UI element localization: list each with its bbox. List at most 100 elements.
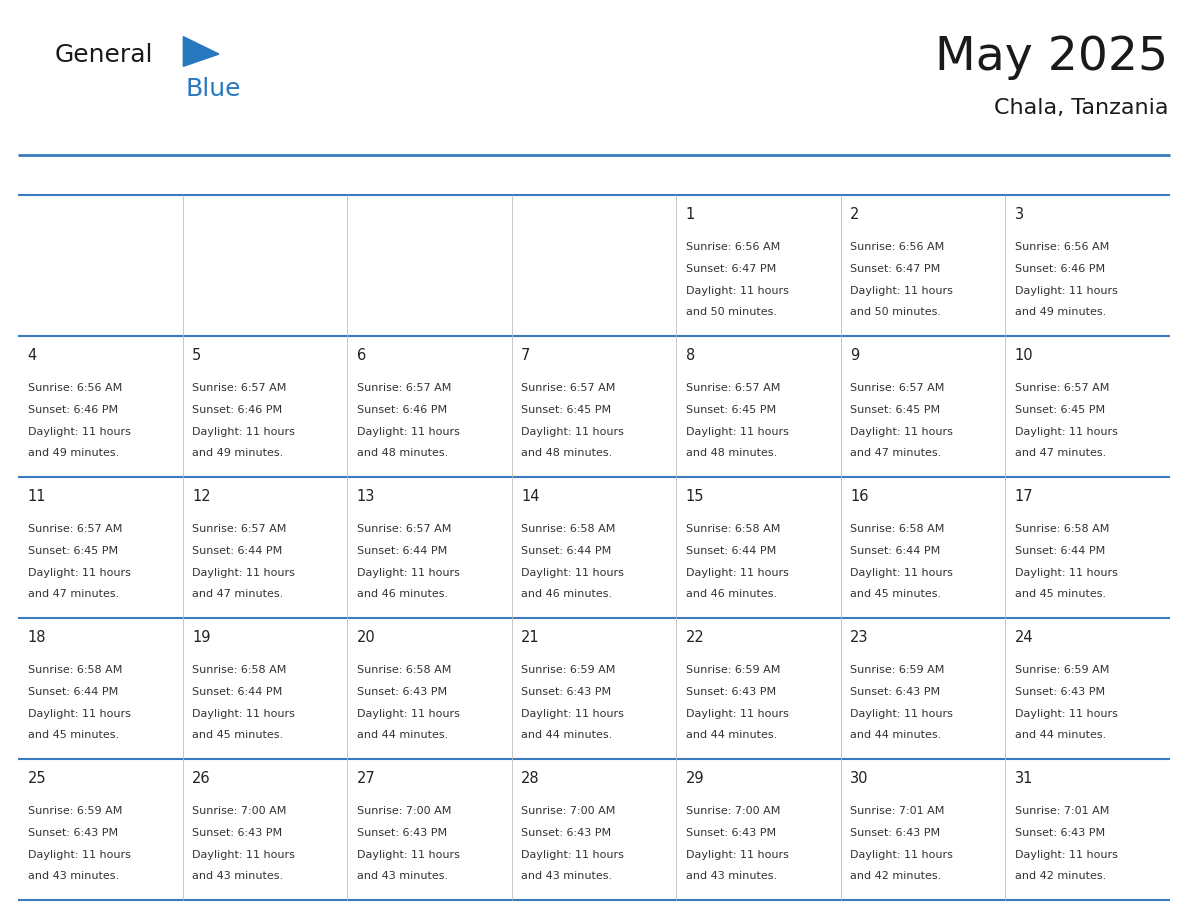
Text: Tuesday: Tuesday [356, 167, 430, 183]
Text: Sunrise: 6:57 AM: Sunrise: 6:57 AM [356, 524, 451, 534]
Text: Daylight: 11 hours: Daylight: 11 hours [1015, 567, 1118, 577]
Text: Daylight: 11 hours: Daylight: 11 hours [851, 849, 953, 859]
Text: and 44 minutes.: and 44 minutes. [851, 731, 942, 741]
Text: Thursday: Thursday [685, 167, 770, 183]
Text: and 49 minutes.: and 49 minutes. [27, 448, 119, 458]
Text: Sunrise: 6:59 AM: Sunrise: 6:59 AM [1015, 665, 1110, 675]
Text: 11: 11 [27, 489, 46, 504]
Text: Daylight: 11 hours: Daylight: 11 hours [192, 709, 295, 719]
Text: Sunrise: 6:58 AM: Sunrise: 6:58 AM [356, 665, 451, 675]
Text: Sunset: 6:44 PM: Sunset: 6:44 PM [192, 687, 283, 697]
Text: Sunset: 6:45 PM: Sunset: 6:45 PM [522, 405, 612, 415]
Text: Sunrise: 6:56 AM: Sunrise: 6:56 AM [685, 241, 781, 252]
Text: Sunrise: 6:57 AM: Sunrise: 6:57 AM [1015, 383, 1110, 393]
Text: and 48 minutes.: and 48 minutes. [522, 448, 613, 458]
Text: 10: 10 [1015, 348, 1034, 363]
Text: 26: 26 [192, 771, 210, 786]
Text: 6: 6 [356, 348, 366, 363]
Text: and 45 minutes.: and 45 minutes. [851, 589, 941, 599]
Text: Sunset: 6:43 PM: Sunset: 6:43 PM [851, 687, 941, 697]
Text: 24: 24 [1015, 630, 1034, 645]
Text: Sunset: 6:44 PM: Sunset: 6:44 PM [27, 687, 118, 697]
Text: 5: 5 [192, 348, 201, 363]
Text: Daylight: 11 hours: Daylight: 11 hours [685, 567, 789, 577]
Text: Daylight: 11 hours: Daylight: 11 hours [192, 849, 295, 859]
Text: Sunrise: 6:56 AM: Sunrise: 6:56 AM [1015, 241, 1110, 252]
Text: Sunrise: 6:58 AM: Sunrise: 6:58 AM [851, 524, 944, 534]
Text: Daylight: 11 hours: Daylight: 11 hours [1015, 709, 1118, 719]
Text: Sunrise: 6:58 AM: Sunrise: 6:58 AM [27, 665, 122, 675]
Text: Sunrise: 7:01 AM: Sunrise: 7:01 AM [1015, 806, 1110, 816]
Text: and 43 minutes.: and 43 minutes. [356, 871, 448, 881]
Text: Sunset: 6:43 PM: Sunset: 6:43 PM [851, 828, 941, 837]
Text: Daylight: 11 hours: Daylight: 11 hours [685, 849, 789, 859]
Text: 2: 2 [851, 207, 860, 222]
Text: Sunset: 6:47 PM: Sunset: 6:47 PM [685, 263, 776, 274]
Text: and 42 minutes.: and 42 minutes. [1015, 871, 1106, 881]
Text: Daylight: 11 hours: Daylight: 11 hours [685, 427, 789, 437]
Text: General: General [55, 43, 153, 67]
Text: Sunset: 6:44 PM: Sunset: 6:44 PM [685, 545, 776, 555]
Text: Sunrise: 6:58 AM: Sunrise: 6:58 AM [522, 524, 615, 534]
Text: Sunrise: 6:57 AM: Sunrise: 6:57 AM [851, 383, 944, 393]
Text: and 49 minutes.: and 49 minutes. [192, 448, 283, 458]
Text: Blue: Blue [185, 77, 241, 101]
Text: Sunrise: 6:57 AM: Sunrise: 6:57 AM [356, 383, 451, 393]
Text: 13: 13 [356, 489, 375, 504]
Text: Sunrise: 7:00 AM: Sunrise: 7:00 AM [356, 806, 451, 816]
Polygon shape [183, 37, 219, 66]
Text: 3: 3 [1015, 207, 1024, 222]
Text: Daylight: 11 hours: Daylight: 11 hours [27, 709, 131, 719]
Text: Sunrise: 6:59 AM: Sunrise: 6:59 AM [685, 665, 781, 675]
Text: Sunset: 6:46 PM: Sunset: 6:46 PM [356, 405, 447, 415]
Text: Sunset: 6:43 PM: Sunset: 6:43 PM [1015, 687, 1105, 697]
Text: Sunset: 6:44 PM: Sunset: 6:44 PM [522, 545, 612, 555]
Text: Sunrise: 6:57 AM: Sunrise: 6:57 AM [685, 383, 781, 393]
Text: Daylight: 11 hours: Daylight: 11 hours [685, 285, 789, 296]
Text: 25: 25 [27, 771, 46, 786]
Text: Daylight: 11 hours: Daylight: 11 hours [851, 285, 953, 296]
Text: Sunset: 6:43 PM: Sunset: 6:43 PM [522, 828, 612, 837]
Text: Sunset: 6:45 PM: Sunset: 6:45 PM [685, 405, 776, 415]
Text: Saturday: Saturday [1015, 167, 1097, 183]
Text: Wednesday: Wednesday [522, 167, 625, 183]
Text: 9: 9 [851, 348, 860, 363]
Text: 17: 17 [1015, 489, 1034, 504]
Text: Sunrise: 7:00 AM: Sunrise: 7:00 AM [522, 806, 615, 816]
Text: Daylight: 11 hours: Daylight: 11 hours [685, 709, 789, 719]
Text: Monday: Monday [192, 167, 263, 183]
Text: 4: 4 [27, 348, 37, 363]
Text: Sunset: 6:44 PM: Sunset: 6:44 PM [851, 545, 941, 555]
Text: Sunset: 6:43 PM: Sunset: 6:43 PM [27, 828, 118, 837]
Text: Sunrise: 6:56 AM: Sunrise: 6:56 AM [27, 383, 121, 393]
Text: May 2025: May 2025 [935, 36, 1168, 81]
Text: Friday: Friday [851, 167, 906, 183]
Text: Sunset: 6:44 PM: Sunset: 6:44 PM [192, 545, 283, 555]
Text: and 43 minutes.: and 43 minutes. [685, 871, 777, 881]
Text: Daylight: 11 hours: Daylight: 11 hours [851, 567, 953, 577]
Text: Daylight: 11 hours: Daylight: 11 hours [522, 849, 624, 859]
Text: and 44 minutes.: and 44 minutes. [522, 731, 613, 741]
Text: and 50 minutes.: and 50 minutes. [685, 308, 777, 318]
Text: 20: 20 [356, 630, 375, 645]
Text: Sunset: 6:45 PM: Sunset: 6:45 PM [851, 405, 941, 415]
Text: Sunset: 6:43 PM: Sunset: 6:43 PM [685, 687, 776, 697]
Text: and 43 minutes.: and 43 minutes. [27, 871, 119, 881]
Text: Sunrise: 6:57 AM: Sunrise: 6:57 AM [522, 383, 615, 393]
Text: Sunrise: 6:59 AM: Sunrise: 6:59 AM [27, 806, 122, 816]
Text: 19: 19 [192, 630, 210, 645]
Text: Daylight: 11 hours: Daylight: 11 hours [356, 849, 460, 859]
Text: 14: 14 [522, 489, 539, 504]
Text: Daylight: 11 hours: Daylight: 11 hours [27, 427, 131, 437]
Text: Daylight: 11 hours: Daylight: 11 hours [522, 567, 624, 577]
Text: Sunrise: 6:58 AM: Sunrise: 6:58 AM [1015, 524, 1110, 534]
Text: and 47 minutes.: and 47 minutes. [192, 589, 283, 599]
Text: Daylight: 11 hours: Daylight: 11 hours [27, 567, 131, 577]
Text: and 47 minutes.: and 47 minutes. [1015, 448, 1106, 458]
Text: and 44 minutes.: and 44 minutes. [685, 731, 777, 741]
Text: 7: 7 [522, 348, 531, 363]
Text: Daylight: 11 hours: Daylight: 11 hours [522, 709, 624, 719]
Text: Sunrise: 7:00 AM: Sunrise: 7:00 AM [192, 806, 286, 816]
Text: and 47 minutes.: and 47 minutes. [851, 448, 942, 458]
Text: Sunset: 6:43 PM: Sunset: 6:43 PM [356, 687, 447, 697]
